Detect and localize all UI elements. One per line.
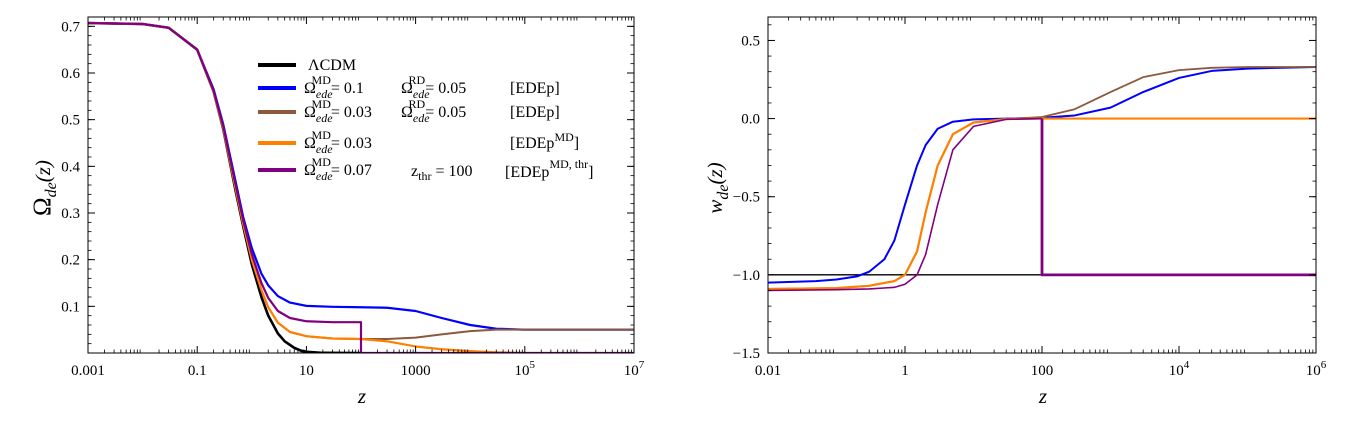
legend-text-edep-md-thr: ΩedeMD= 0.07 [304, 155, 372, 183]
left-xtick-label-5: 107 [624, 359, 645, 379]
legend-tag-edep-1: [EDEp] [510, 80, 560, 97]
right-series-5 [1040, 118, 1316, 277]
left-xtick-label-0: 0.001 [71, 363, 105, 379]
right-ytick-label-3: 0.0 [741, 112, 760, 128]
left-xtick-label-1: 0.1 [188, 363, 207, 379]
legend: ΛCDM ΩedeMD= 0.1 ΩedeRD= 0.05 [EDEp] Ωed… [258, 57, 593, 183]
right-x-axis-label: z [1038, 384, 1047, 408]
legend-text-edep-2: ΩedeMD= 0.03 [304, 97, 372, 125]
right-ytick-label-1: −1.0 [733, 268, 760, 284]
right-series-group [768, 66, 1316, 292]
left-series-3 [88, 21, 525, 353]
left-series-group [88, 21, 634, 353]
legend-text-edep-md: ΩedeMD= 0.03 [304, 128, 372, 156]
legend-text-edep-2-rd: ΩedeRD= 0.05 [401, 97, 466, 125]
left-y-axis-label: Ωde(z) [29, 160, 60, 216]
legend-text-edep-1: ΩedeMD= 0.1 [304, 73, 364, 101]
left-ytick-label-1: 0.2 [61, 253, 80, 269]
left-ticks: 0.001 0.1 10 1000 105 107 0.1 0.2 0.3 0.4 0.5 0.6 0.… [61, 16, 645, 379]
legend-text-edep-1-rd: ΩedeRD= 0.05 [401, 73, 466, 101]
right-series-4 [768, 117, 1043, 292]
legend-tag-edep-md: [EDEpMD] [510, 130, 579, 152]
right-xtick-label-3: 104 [1169, 359, 1190, 379]
right-chart: 0.01 1 100 104 106 −1.5 −1.0 −0.5 0.0 0.5 z wde(z… [703, 16, 1327, 408]
left-chart: 0.001 0.1 10 1000 105 107 0.1 0.2 0.3 0.4 0.5 0.6 0.… [29, 16, 645, 408]
right-y-axis-label: wde(z) [703, 162, 732, 213]
legend-text-lcdm: ΛCDM [308, 57, 356, 74]
legend-tag-edep-md-thr: [EDEpMD, thr] [505, 157, 593, 181]
left-plot-frame [87, 16, 635, 354]
right-xtick-label-4: 106 [1306, 359, 1327, 379]
legend-zthr: zthr = 100 [411, 163, 472, 183]
left-series-2 [88, 22, 634, 340]
left-ytick-label-4: 0.5 [61, 113, 80, 129]
left-xtick-label-4: 105 [515, 359, 536, 379]
right-xtick-label-1: 1 [901, 363, 909, 379]
left-xtick-label-2: 10 [299, 363, 314, 379]
legend-tag-edep-2: [EDEp] [510, 104, 560, 121]
left-x-axis-label: z [357, 384, 366, 408]
left-series-4 [88, 21, 634, 353]
right-ytick-label-4: 0.5 [741, 33, 760, 49]
right-xtick-label-0: 0.01 [755, 363, 781, 379]
left-xtick-label-3: 1000 [401, 363, 431, 379]
right-ytick-label-0: −1.5 [733, 346, 760, 362]
left-ytick-label-5: 0.6 [61, 66, 80, 82]
right-ytick-label-2: −0.5 [733, 190, 760, 206]
left-ytick-label-6: 0.7 [61, 19, 80, 35]
right-series-1 [768, 66, 1316, 284]
left-ytick-label-0: 0.1 [61, 299, 80, 315]
left-ytick-label-3: 0.4 [61, 159, 80, 175]
right-xtick-label-2: 100 [1031, 363, 1054, 379]
left-ytick-label-2: 0.3 [61, 206, 80, 222]
right-ticks: 0.01 1 100 104 106 −1.5 −1.0 −0.5 0.0 0.5 [733, 17, 1327, 379]
